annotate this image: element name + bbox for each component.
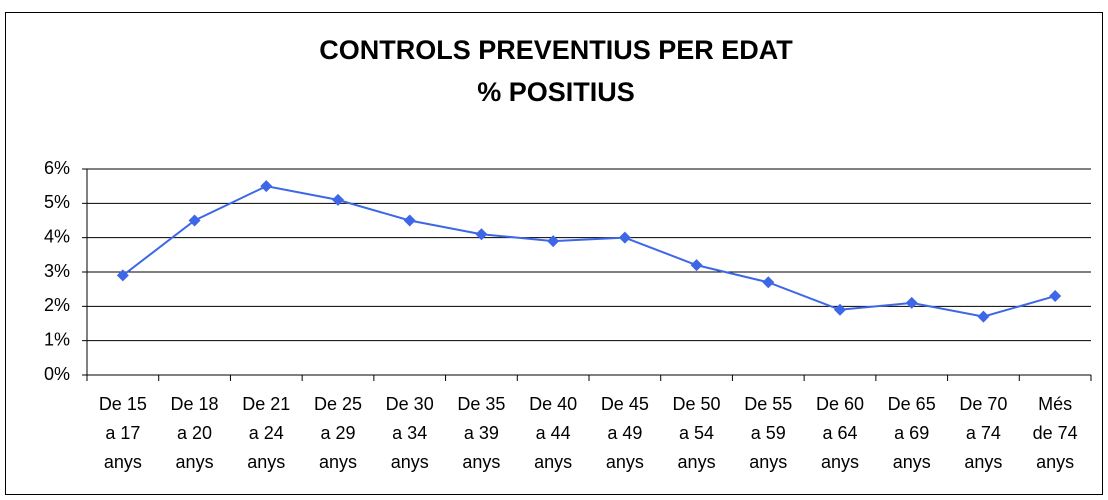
- x-tick-label: De 25 a 29 anys: [313, 394, 363, 472]
- y-tick-label: 3%: [44, 261, 70, 281]
- chart-title: CONTROLS PREVENTIUS PER EDAT: [319, 35, 793, 65]
- x-tick-label: De 35 a 39 anys: [457, 394, 506, 472]
- x-tick-label: De 21 a 24 anys: [242, 394, 291, 472]
- y-tick-label: 1%: [44, 329, 70, 349]
- y-tick-label: 6%: [44, 158, 70, 178]
- x-tick-label: De 45 a 49 anys: [600, 394, 649, 472]
- x-tick-label: De 30 a 34 anys: [385, 394, 434, 472]
- chart-subtitle: % POSITIUS: [477, 77, 635, 107]
- data-point: [116, 269, 129, 282]
- data-point: [762, 276, 775, 289]
- data-point: [834, 303, 846, 316]
- y-tick-label: 4%: [44, 226, 70, 246]
- data-point: [905, 296, 918, 309]
- x-tick-label: De 55 a 59 anys: [744, 394, 793, 472]
- chart-frame: [5, 12, 1103, 495]
- x-tick-label: De 50 a 54 anys: [672, 394, 721, 472]
- y-tick-label: 5%: [44, 192, 70, 212]
- x-tick-label: De 60 a 64 anys: [815, 394, 865, 472]
- y-tick-label: 0%: [44, 364, 70, 384]
- data-point: [547, 235, 560, 248]
- data-line: [122, 185, 1056, 318]
- data-point: [188, 214, 201, 227]
- data-point: [1049, 290, 1062, 303]
- data-point: [332, 193, 344, 206]
- x-tick-label: De 70 a 74 anys: [959, 394, 1008, 472]
- data-point: [260, 180, 273, 193]
- x-tick-label: Més de 74 anys: [1032, 394, 1078, 472]
- x-tick-label: De 65 a 69 anys: [887, 394, 936, 472]
- data-point: [403, 214, 416, 227]
- data-point: [690, 259, 703, 272]
- data-point: [475, 228, 488, 241]
- data-point: [977, 310, 990, 323]
- y-tick-label: 2%: [44, 295, 70, 315]
- x-tick-label: De 18 a 20 anys: [170, 394, 219, 472]
- data-point: [618, 231, 631, 244]
- x-tick-label: De 40 a 44 anys: [529, 394, 578, 472]
- x-tick-label: De 15 a 17 anys: [98, 394, 147, 472]
